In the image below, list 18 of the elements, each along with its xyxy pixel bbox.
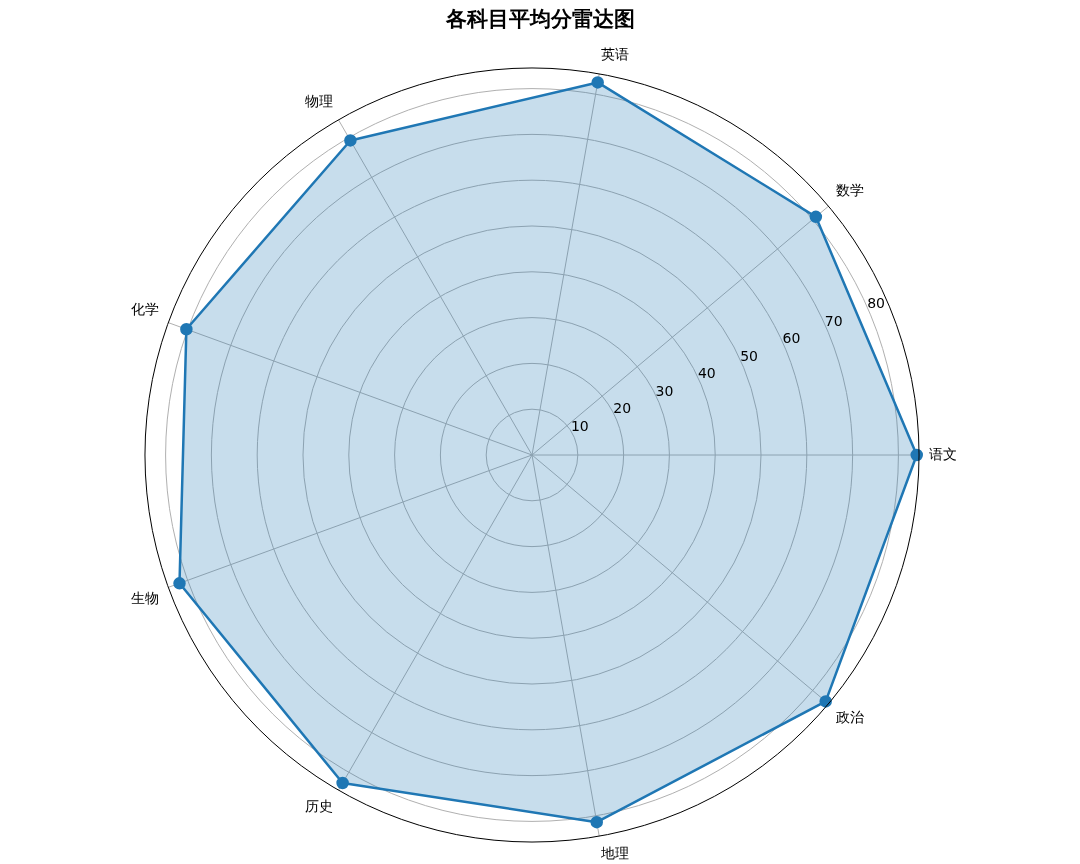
spoke-label: 数学 [836,182,865,199]
y-tick-label: 40 [697,365,716,382]
spoke-label: 历史 [305,797,334,814]
chart-title: 各科目平均分雷达图 [444,7,635,32]
y-tick-label: 50 [740,347,759,364]
spoke-label: 语文 [929,445,958,462]
y-tick-label: 80 [867,295,885,312]
spoke-label: 化学 [130,301,159,318]
y-tick-label: 30 [655,382,674,399]
spoke-label: 政治 [836,709,865,726]
y-tick-label: 20 [613,400,632,417]
y-tick-label: 70 [824,312,843,329]
y-tick-label: 60 [782,330,801,347]
y-tick-label: 10 [570,417,589,434]
spoke-label: 地理 [599,845,629,862]
spoke-label: 生物 [130,589,159,606]
spoke-label: 英语 [600,46,629,63]
spoke-label: 物理 [305,93,334,110]
